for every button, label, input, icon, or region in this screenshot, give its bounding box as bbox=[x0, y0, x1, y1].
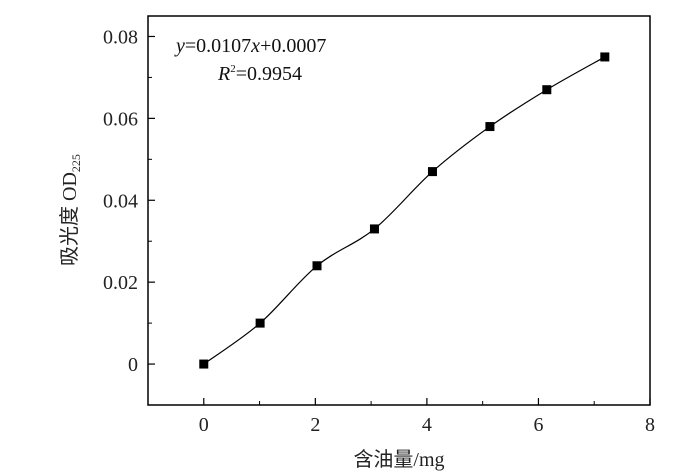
data-point bbox=[312, 261, 322, 271]
r2-annotation: R2=0.9954 bbox=[217, 63, 302, 85]
data-point bbox=[255, 318, 265, 328]
series-line bbox=[203, 56, 606, 365]
y-tick-label: 0.08 bbox=[103, 26, 138, 48]
y-title-main: 吸光度 OD bbox=[58, 172, 81, 266]
x-tick-label: 2 bbox=[310, 414, 320, 436]
eq-y: y bbox=[174, 35, 185, 57]
data-point bbox=[199, 359, 209, 369]
series-markers bbox=[199, 52, 610, 369]
x-tick-label: 4 bbox=[422, 414, 432, 436]
x-tick-label: 8 bbox=[645, 414, 655, 436]
y-tick-label: 0.02 bbox=[103, 272, 138, 294]
y-tick-label: 0.04 bbox=[103, 190, 138, 212]
r2-value: =0.9954 bbox=[236, 63, 302, 85]
y-tick-label: 0.06 bbox=[103, 108, 138, 130]
data-point bbox=[600, 52, 610, 62]
data-point bbox=[427, 167, 437, 177]
data-point bbox=[369, 224, 379, 234]
equation-annotation: y=0.0107x+0.0007 bbox=[174, 35, 326, 57]
y-tick-label: 0 bbox=[128, 354, 138, 376]
x-axis-title: 含油量/mg bbox=[353, 448, 444, 471]
r2-R: R bbox=[217, 63, 230, 85]
r2-sup: 2 bbox=[230, 63, 236, 75]
x-tick-label: 6 bbox=[533, 414, 543, 436]
data-point bbox=[542, 85, 552, 95]
y-title-sub: 225 bbox=[69, 154, 83, 172]
eq-x: x bbox=[250, 35, 260, 57]
y-axis-title: 吸光度 OD225 bbox=[58, 154, 83, 266]
data-point bbox=[485, 122, 495, 132]
eq-slope: =0.0107 bbox=[185, 35, 251, 57]
x-axis: 0 2 4 6 8 bbox=[199, 398, 655, 436]
plot-frame bbox=[147, 15, 651, 406]
eq-intercept: +0.0007 bbox=[260, 35, 326, 57]
x-tick-label: 0 bbox=[199, 414, 209, 436]
y-axis: 0 0.02 0.04 0.06 0.08 bbox=[103, 26, 155, 376]
